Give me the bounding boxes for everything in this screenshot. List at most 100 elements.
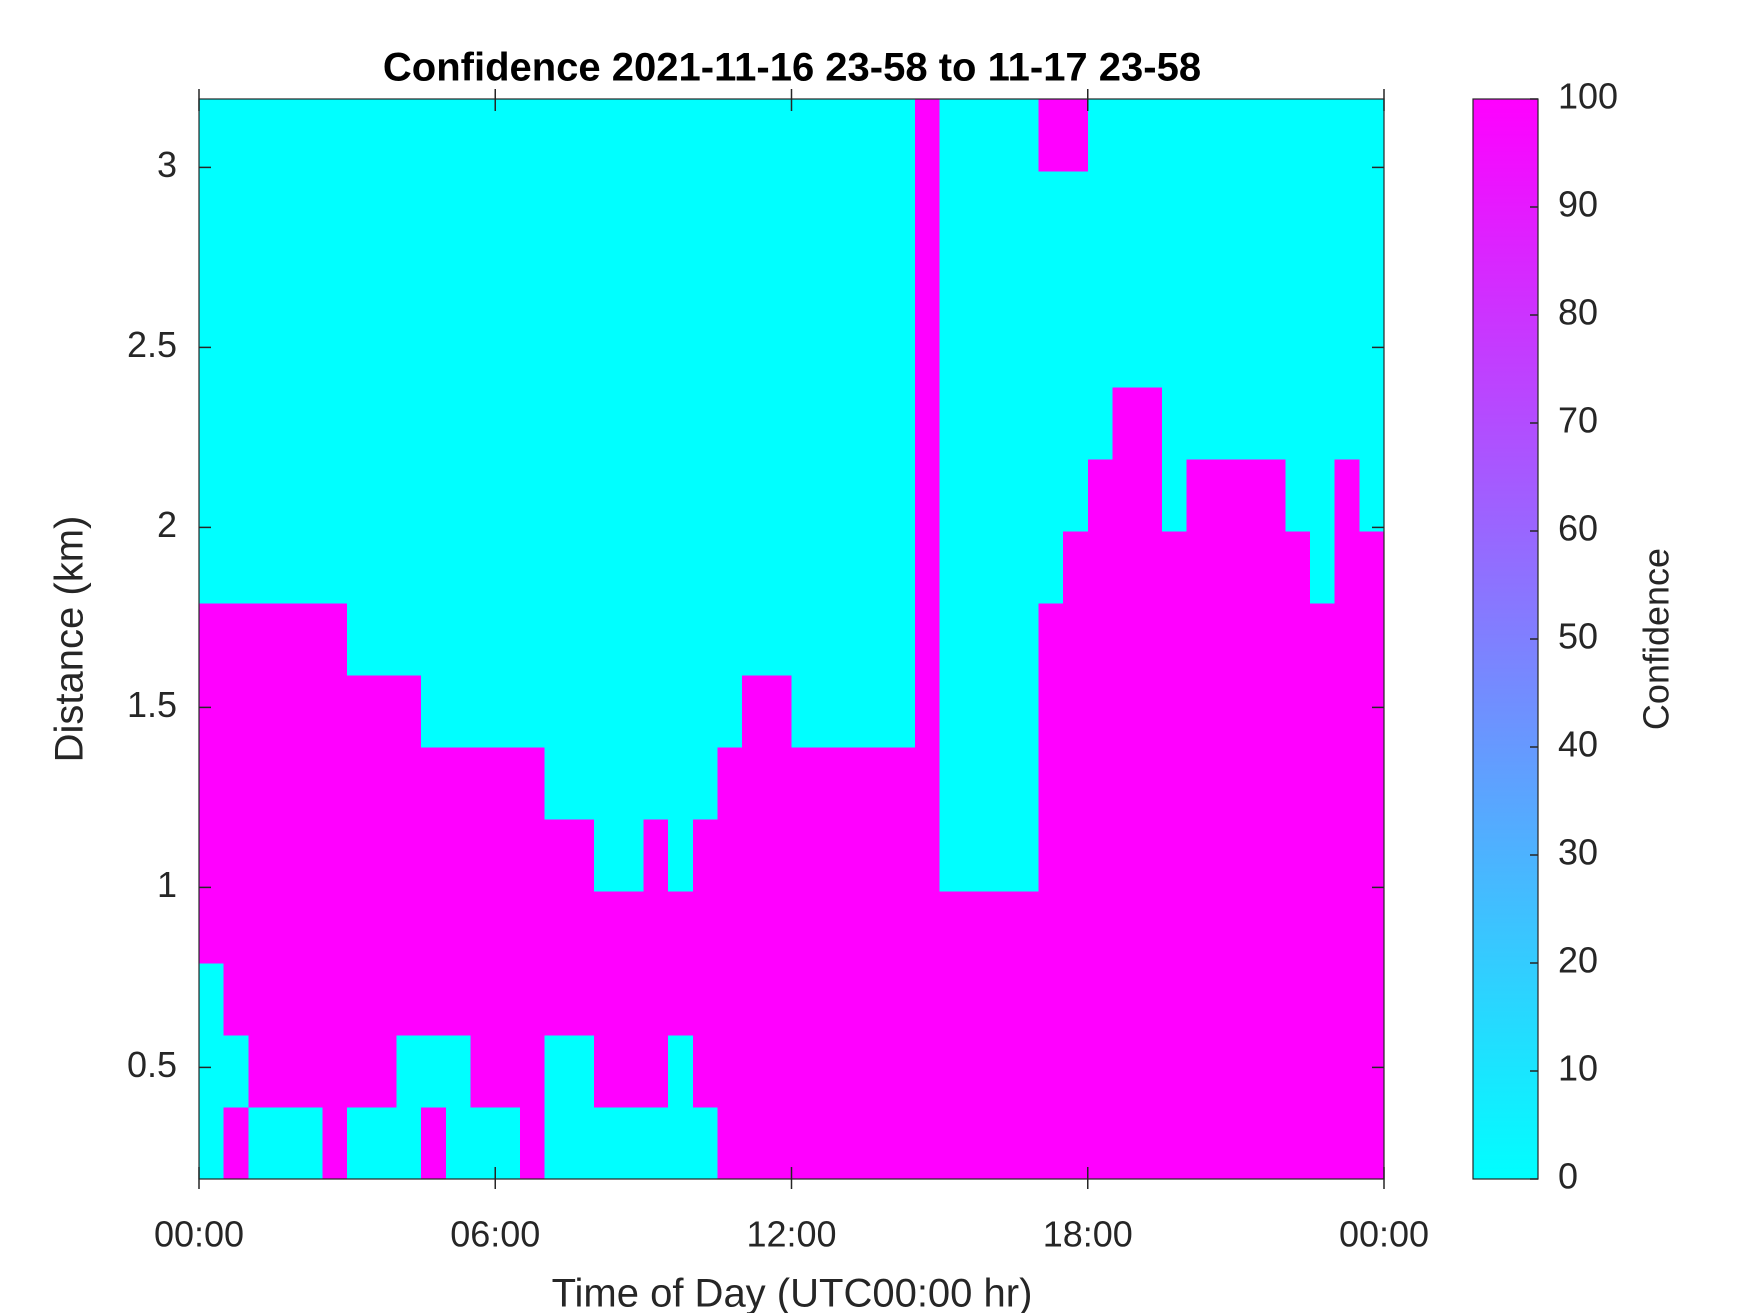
heatmap-cell	[248, 531, 274, 604]
heatmap-cell	[989, 891, 1015, 964]
heatmap-cell	[1038, 603, 1064, 676]
heatmap-cell	[1038, 243, 1064, 316]
heatmap-cell	[1334, 963, 1360, 1036]
heatmap-cell	[840, 459, 867, 532]
heatmap-cell	[297, 603, 324, 676]
heatmap-cell	[544, 819, 570, 892]
heatmap-cell	[1161, 315, 1188, 388]
heatmap-cell	[914, 603, 941, 676]
heatmap-cell	[421, 1035, 447, 1108]
heatmap-cell	[569, 243, 595, 316]
heatmap-cell	[594, 531, 620, 604]
heatmap-cell	[939, 819, 965, 892]
heatmap-cell	[594, 603, 620, 676]
heatmap-cell	[199, 603, 225, 676]
heatmap-cell	[914, 963, 941, 1036]
heatmap-cell	[1334, 531, 1360, 604]
heatmap-cell	[618, 1035, 644, 1108]
heatmap-cell	[1087, 1035, 1114, 1108]
heatmap-cell	[1235, 531, 1262, 604]
heatmap-cell	[544, 99, 570, 172]
heatmap-cell	[1087, 963, 1114, 1036]
heatmap-cell	[766, 963, 793, 1036]
heatmap-cell	[742, 1035, 768, 1108]
heatmap-cell	[1038, 963, 1064, 1036]
heatmap-cell	[371, 891, 398, 964]
heatmap-cell	[1260, 819, 1286, 892]
heatmap-cell	[717, 891, 743, 964]
heatmap-cell	[495, 1035, 521, 1108]
heatmap-cell	[692, 171, 719, 244]
heatmap-cell	[1235, 243, 1262, 316]
heatmap-cell	[1211, 387, 1237, 460]
heatmap-cell	[273, 1107, 299, 1180]
heatmap-cell	[1112, 171, 1138, 244]
heatmap-cell	[594, 459, 620, 532]
heatmap-cell	[890, 603, 916, 676]
heatmap-cell	[1334, 1107, 1360, 1180]
heatmap-cell	[594, 99, 620, 172]
heatmap-cell	[914, 315, 941, 388]
heatmap-cell	[1235, 747, 1262, 820]
heatmap-cell	[1038, 675, 1064, 748]
x-axis-label: Time of Day (UTC00:00 hr)	[552, 1272, 1033, 1313]
heatmap-cell	[470, 675, 496, 748]
heatmap-cell	[816, 603, 842, 676]
heatmap-cell	[248, 315, 274, 388]
heatmap-cell	[717, 459, 743, 532]
heatmap-cell	[1161, 891, 1188, 964]
heatmap-cell	[322, 1035, 348, 1108]
heatmap-cell	[1063, 315, 1089, 388]
heatmap-cell	[1063, 99, 1089, 172]
heatmap-cell	[1186, 243, 1212, 316]
heatmap-cell	[865, 819, 891, 892]
heatmap-cell	[199, 243, 225, 316]
heatmap-cell	[939, 243, 965, 316]
heatmap-cell	[1186, 99, 1212, 172]
heatmap-cell	[199, 891, 225, 964]
heatmap-cell	[939, 531, 965, 604]
heatmap-cell	[495, 243, 521, 316]
heatmap-cell	[766, 387, 793, 460]
heatmap-cell	[766, 315, 793, 388]
heatmap-cell	[1359, 603, 1385, 676]
heatmap-cell	[199, 171, 225, 244]
heatmap-cell	[1038, 99, 1064, 172]
heatmap-cell	[445, 99, 472, 172]
heatmap-cell	[1334, 747, 1360, 820]
heatmap-cell	[914, 243, 941, 316]
heatmap-cell	[495, 963, 521, 1036]
heatmap-cell	[1309, 171, 1336, 244]
heatmap-cell	[964, 891, 990, 964]
heatmap-cell	[618, 387, 644, 460]
heatmap-cell	[964, 1035, 990, 1108]
heatmap-cell	[544, 603, 570, 676]
heatmap-cell	[717, 243, 743, 316]
heatmap-cell	[1013, 243, 1039, 316]
heatmap-cell	[840, 171, 867, 244]
heatmap-cell	[816, 675, 842, 748]
heatmap-cell	[791, 243, 817, 316]
heatmap-cell	[421, 459, 447, 532]
heatmap-cell	[1087, 1107, 1114, 1180]
heatmap-cell	[766, 171, 793, 244]
heatmap-cell	[643, 99, 669, 172]
heatmap-cell	[322, 459, 348, 532]
heatmap-cell	[1137, 963, 1163, 1036]
heatmap-cell	[199, 963, 225, 1036]
heatmap-cell	[1186, 531, 1212, 604]
heatmap-cell	[989, 603, 1015, 676]
heatmap-cell	[1211, 603, 1237, 676]
heatmap-cell	[791, 1107, 817, 1180]
heatmap-cell	[914, 99, 941, 172]
heatmap-cell	[914, 387, 941, 460]
heatmap-cell	[421, 243, 447, 316]
heatmap-cell	[618, 963, 644, 1036]
heatmap-cell	[322, 531, 348, 604]
heatmap-cell	[396, 603, 422, 676]
heatmap-cell	[421, 603, 447, 676]
heatmap-cell	[742, 1107, 768, 1180]
heatmap-cell	[1161, 1035, 1188, 1108]
heatmap-cell	[569, 675, 595, 748]
heatmap-cell	[865, 1035, 891, 1108]
